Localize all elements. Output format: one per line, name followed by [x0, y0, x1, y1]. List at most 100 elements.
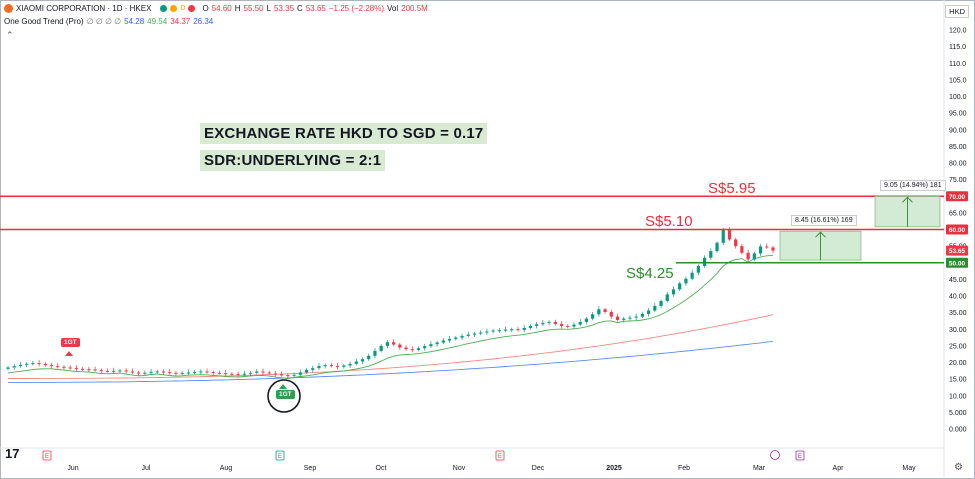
candle-body [130, 371, 134, 373]
y-tick-label: 95.00 [949, 111, 967, 118]
candle-body [155, 371, 159, 373]
y-tick-label: 40.00 [949, 294, 967, 301]
candle-body [87, 369, 91, 371]
x-tick-label: Jun [67, 465, 78, 472]
candle-body [765, 246, 769, 248]
signal-top-badge: 1GT [61, 338, 80, 347]
y-tick-label: 30.00 [949, 327, 967, 334]
candle-body [634, 316, 638, 318]
candle-body [342, 365, 346, 367]
candle-body [522, 327, 526, 330]
measure-box-1-arrow-head-icon [815, 231, 826, 238]
low-label: L [266, 4, 272, 13]
x-tick-label: Aug [220, 465, 233, 472]
indicator-header: One Good Trend (Pro) ∅ ∅ ∅ ∅ 54.28 49.54… [4, 17, 213, 26]
xiaomi-logo-icon [4, 4, 13, 13]
candle-body [640, 313, 644, 317]
candle-body [105, 370, 110, 372]
high-value: 55.50 [243, 4, 264, 13]
candle-body [336, 365, 340, 367]
candle-body [721, 230, 725, 243]
candle-body [199, 371, 203, 373]
candle-body [746, 252, 750, 260]
level-50-sgd-label: S$4.25 [626, 265, 674, 282]
x-tick-label: Sep [304, 465, 317, 472]
symbol-title[interactable]: XIAOMI CORPORATION · 1D · HKEX [16, 4, 152, 13]
candle-body [603, 309, 607, 312]
signal-top-pointer-icon [65, 351, 73, 356]
candle-body [186, 372, 190, 374]
candle-body [609, 311, 613, 317]
signal-bottom-pointer-icon [279, 384, 287, 389]
candle-body [671, 289, 676, 295]
x-tick-label: Feb [678, 465, 690, 472]
candle-body [242, 373, 246, 375]
candle-body [435, 342, 439, 345]
earnings-marker-label: E [45, 454, 49, 460]
candle-body [49, 365, 54, 367]
candle-body [497, 330, 501, 332]
candle-body [628, 317, 632, 319]
data-badge: D [180, 5, 186, 12]
candle-body [696, 266, 700, 273]
measure-label-2: 9.05 (14.94%) 181 [880, 180, 946, 191]
candle-body [578, 321, 582, 325]
x-tick-label: Dec [532, 465, 545, 472]
candle-body [292, 374, 296, 376]
symbol-header: XIAOMI CORPORATION · 1D · HKEX D O 54.60 … [4, 4, 428, 13]
hand-drawn-circle [267, 379, 301, 413]
y-tick-label: 75.00 [949, 177, 967, 184]
candle-body [367, 355, 371, 360]
candle-body [18, 364, 23, 367]
candle-body [398, 344, 402, 348]
collapse-chevron-icon[interactable]: ⌃ [6, 30, 14, 40]
change-value: −1.25 (−2.28%) [328, 4, 385, 13]
y-tick-label: 45.00 [949, 277, 967, 284]
candle-body [311, 368, 315, 370]
earnings-marker-icon [42, 450, 52, 461]
candle-body [535, 324, 539, 326]
candle-body [286, 375, 290, 377]
y-tick-label: 0.000 [949, 427, 967, 434]
earnings-marker-label: E [798, 454, 802, 460]
currency-selector[interactable]: HKD [945, 5, 969, 18]
candle-body [224, 373, 228, 375]
y-tick-label: 90.00 [949, 127, 967, 134]
candle-body [329, 365, 334, 367]
candle-body [404, 347, 408, 350]
close-label: C [297, 4, 303, 13]
candle-body [168, 372, 172, 374]
high-label: H [234, 4, 241, 13]
y-tick-label: 25.00 [949, 343, 967, 350]
settings-gear-icon[interactable]: ⚙ [954, 462, 963, 473]
exchange-rate-note: EXCHANGE RATE HKD TO SGD = 0.17 [200, 123, 488, 144]
candle-body [591, 314, 595, 319]
candle-body [118, 370, 122, 372]
candle-body [255, 371, 259, 373]
indicator-name[interactable]: One Good Trend (Pro) [4, 17, 84, 26]
candle-body [298, 372, 302, 375]
candle-body [647, 310, 651, 314]
candle-body [6, 367, 10, 369]
candle-body [323, 365, 327, 367]
candle-body [503, 329, 508, 331]
candle-body [528, 325, 533, 328]
candle-body [137, 372, 141, 374]
candle-body [149, 371, 153, 373]
candle-body [410, 349, 414, 351]
candle-body [267, 372, 271, 374]
y-tick-label: 10.00 [949, 393, 967, 400]
x-tick-label: Oct [376, 465, 387, 472]
price-label-bg [946, 191, 968, 202]
candle-body [143, 372, 147, 374]
candle-body [217, 372, 222, 374]
x-tick-label: 2025 [606, 465, 622, 472]
candle-body [93, 369, 97, 371]
candle-body [12, 366, 16, 368]
indicator-placeholders: ∅ ∅ ∅ ∅ [86, 17, 122, 26]
candle-body [37, 363, 41, 365]
tradingview-logo-icon[interactable]: 17 [5, 446, 20, 461]
candle-body [758, 246, 763, 254]
y-tick-label: 100.0 [949, 94, 967, 101]
